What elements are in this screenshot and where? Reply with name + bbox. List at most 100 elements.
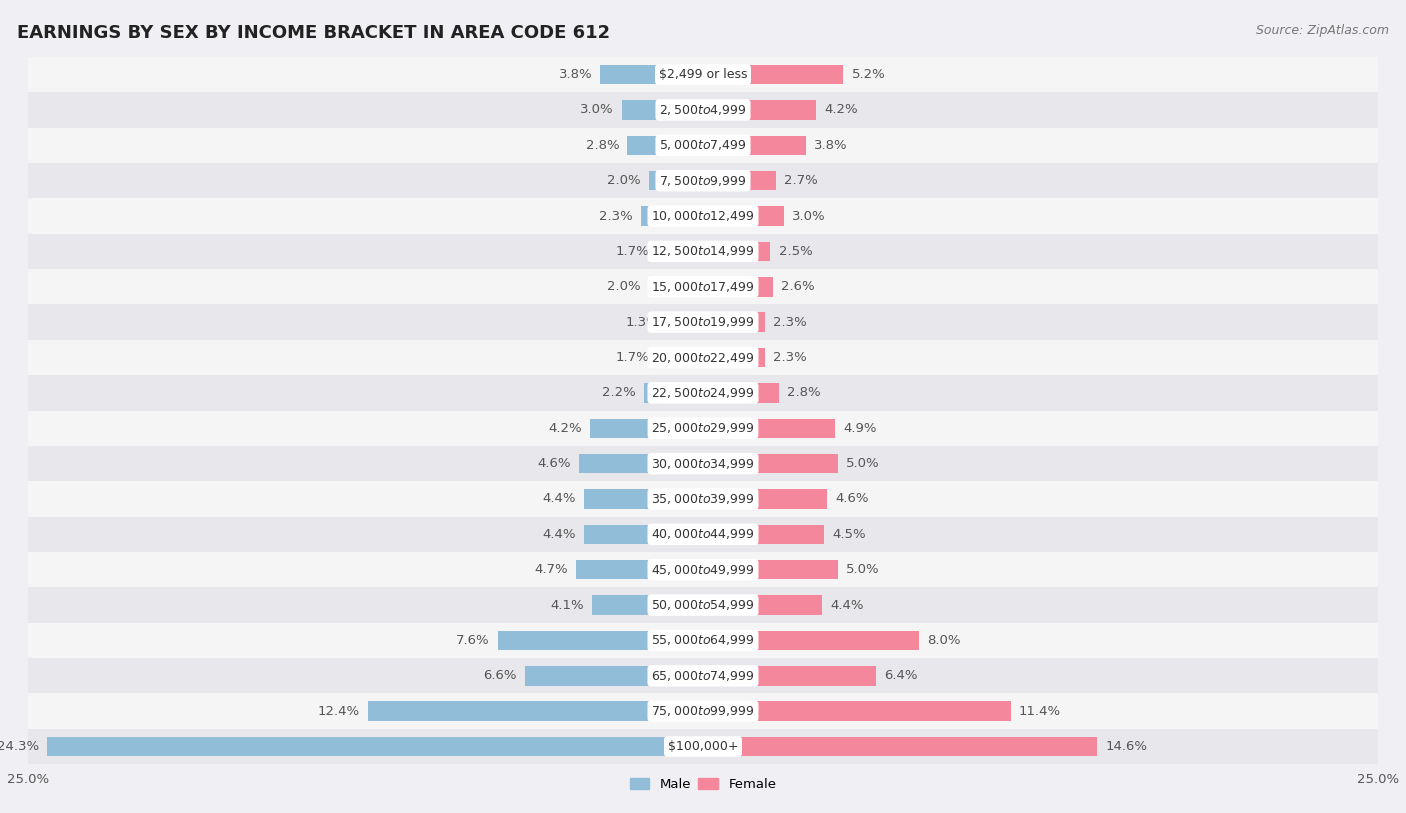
Bar: [28, 128, 1378, 163]
Bar: [650, 171, 703, 190]
Bar: [28, 623, 1378, 659]
Text: 2.8%: 2.8%: [787, 386, 820, 399]
Bar: [579, 454, 703, 473]
Text: 5.2%: 5.2%: [852, 68, 886, 81]
Text: 2.6%: 2.6%: [782, 280, 815, 293]
Text: $20,000 to $22,499: $20,000 to $22,499: [651, 350, 755, 364]
Bar: [703, 524, 824, 544]
Text: $25,000 to $29,999: $25,000 to $29,999: [651, 421, 755, 435]
Bar: [28, 587, 1378, 623]
Bar: [28, 552, 1378, 587]
Bar: [28, 693, 1378, 729]
Text: 3.8%: 3.8%: [558, 68, 592, 81]
Text: 7.6%: 7.6%: [456, 634, 489, 647]
Bar: [28, 92, 1378, 128]
Text: $100,000+: $100,000+: [668, 740, 738, 753]
Text: 5.0%: 5.0%: [846, 457, 880, 470]
Bar: [28, 517, 1378, 552]
Bar: [703, 702, 1011, 721]
Text: 6.4%: 6.4%: [884, 669, 917, 682]
Bar: [589, 419, 703, 438]
Bar: [703, 241, 770, 261]
Bar: [641, 207, 703, 226]
Bar: [28, 198, 1378, 234]
Bar: [703, 171, 776, 190]
Text: 4.2%: 4.2%: [548, 422, 582, 435]
Bar: [28, 411, 1378, 446]
Bar: [668, 312, 703, 332]
Bar: [703, 631, 920, 650]
Text: $35,000 to $39,999: $35,000 to $39,999: [651, 492, 755, 506]
Bar: [621, 100, 703, 120]
Bar: [627, 136, 703, 155]
Text: 4.9%: 4.9%: [844, 422, 877, 435]
Text: 2.8%: 2.8%: [586, 139, 619, 152]
Text: 4.4%: 4.4%: [543, 528, 576, 541]
Text: $22,500 to $24,999: $22,500 to $24,999: [651, 386, 755, 400]
Text: 4.5%: 4.5%: [832, 528, 866, 541]
Text: 3.0%: 3.0%: [792, 210, 825, 223]
Text: 1.7%: 1.7%: [616, 245, 650, 258]
Text: 11.4%: 11.4%: [1019, 705, 1062, 718]
Bar: [703, 595, 821, 615]
Bar: [28, 481, 1378, 517]
Text: 5.0%: 5.0%: [846, 563, 880, 576]
Bar: [703, 383, 779, 402]
Bar: [703, 207, 785, 226]
Text: $30,000 to $34,999: $30,000 to $34,999: [651, 457, 755, 471]
Bar: [592, 595, 703, 615]
Text: 3.8%: 3.8%: [814, 139, 848, 152]
Bar: [703, 277, 773, 297]
Bar: [585, 524, 703, 544]
Text: $10,000 to $12,499: $10,000 to $12,499: [651, 209, 755, 223]
Text: 2.3%: 2.3%: [773, 351, 807, 364]
Text: 4.1%: 4.1%: [551, 598, 585, 611]
Text: 2.0%: 2.0%: [607, 174, 641, 187]
Text: 4.6%: 4.6%: [537, 457, 571, 470]
Bar: [28, 729, 1378, 764]
Text: Source: ZipAtlas.com: Source: ZipAtlas.com: [1256, 24, 1389, 37]
Bar: [28, 376, 1378, 411]
Bar: [28, 340, 1378, 375]
Bar: [28, 57, 1378, 92]
Text: 4.2%: 4.2%: [824, 103, 858, 116]
Bar: [703, 348, 765, 367]
Bar: [28, 233, 1378, 269]
Text: 2.7%: 2.7%: [785, 174, 818, 187]
Bar: [703, 419, 835, 438]
Text: $15,000 to $17,499: $15,000 to $17,499: [651, 280, 755, 293]
Bar: [28, 446, 1378, 481]
Bar: [703, 489, 827, 509]
Bar: [368, 702, 703, 721]
Text: 4.6%: 4.6%: [835, 493, 869, 506]
Text: 3.0%: 3.0%: [581, 103, 614, 116]
Bar: [28, 304, 1378, 340]
Text: 1.7%: 1.7%: [616, 351, 650, 364]
Bar: [703, 100, 817, 120]
Text: $12,500 to $14,999: $12,500 to $14,999: [651, 245, 755, 259]
Text: $7,500 to $9,999: $7,500 to $9,999: [659, 174, 747, 188]
Text: $45,000 to $49,999: $45,000 to $49,999: [651, 563, 755, 576]
Bar: [28, 163, 1378, 198]
Bar: [585, 489, 703, 509]
Bar: [28, 269, 1378, 304]
Bar: [600, 65, 703, 85]
Text: 2.3%: 2.3%: [599, 210, 633, 223]
Text: $40,000 to $44,999: $40,000 to $44,999: [651, 528, 755, 541]
Text: $65,000 to $74,999: $65,000 to $74,999: [651, 669, 755, 683]
Bar: [657, 348, 703, 367]
Text: $2,499 or less: $2,499 or less: [659, 68, 747, 81]
Text: 12.4%: 12.4%: [318, 705, 360, 718]
Bar: [46, 737, 703, 756]
Bar: [703, 136, 806, 155]
Text: 2.3%: 2.3%: [773, 315, 807, 328]
Text: 1.3%: 1.3%: [626, 315, 659, 328]
Text: 2.2%: 2.2%: [602, 386, 636, 399]
Text: $50,000 to $54,999: $50,000 to $54,999: [651, 598, 755, 612]
Text: 6.6%: 6.6%: [484, 669, 517, 682]
Text: 14.6%: 14.6%: [1105, 740, 1147, 753]
Bar: [650, 277, 703, 297]
Bar: [703, 312, 765, 332]
Legend: Male, Female: Male, Female: [624, 773, 782, 797]
Bar: [644, 383, 703, 402]
